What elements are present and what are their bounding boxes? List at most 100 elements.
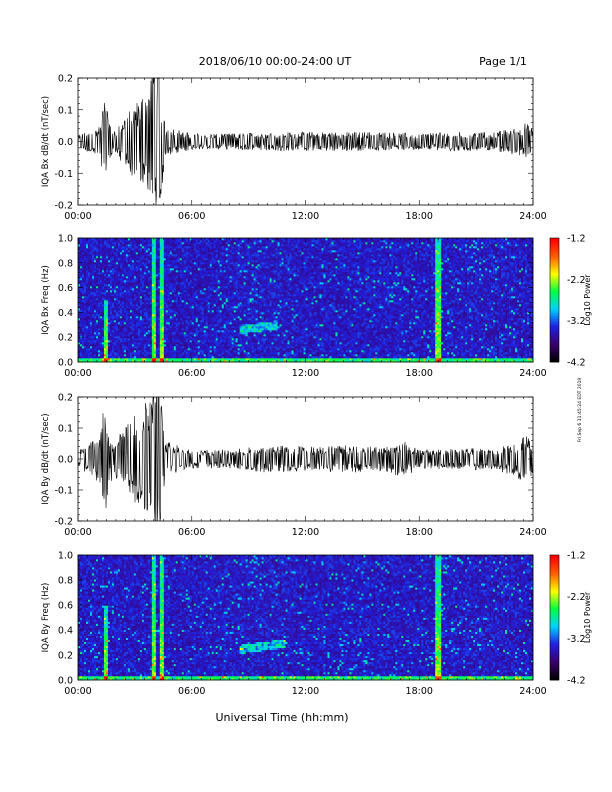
heatmap-cell — [307, 330, 310, 333]
heatmap-cell — [225, 330, 228, 333]
heatmap-cell — [187, 360, 191, 363]
heatmap-cell — [491, 326, 494, 329]
heatmap-cell — [339, 358, 342, 361]
heatmap-cell — [327, 320, 330, 323]
heatmap-cell — [147, 354, 151, 357]
heatmap-cell — [197, 352, 201, 355]
heatmap-cell — [461, 332, 464, 335]
heatmap-cell — [493, 326, 496, 329]
heatmap-cell — [171, 358, 175, 361]
heatmap-cell — [433, 340, 436, 343]
heatmap-cell — [349, 344, 352, 347]
heatmap-cell — [193, 336, 197, 339]
heatmap-cell — [209, 336, 213, 339]
heatmap-cell — [465, 344, 468, 347]
heatmap-cell — [283, 342, 286, 345]
heatmap-cell — [421, 324, 424, 327]
heatmap-cell — [351, 338, 354, 341]
heatmap-cell — [373, 358, 376, 361]
heatmap-cell — [163, 340, 167, 343]
heatmap-cell — [487, 342, 490, 345]
heatmap-cell — [197, 342, 201, 345]
heatmap-cell — [89, 334, 93, 337]
heatmap-cell — [125, 318, 129, 321]
heatmap-cell — [191, 344, 195, 347]
heatmap-cell — [357, 346, 360, 349]
heatmap-cell — [327, 334, 330, 337]
heatmap-cell — [361, 324, 364, 327]
heatmap-cell — [491, 336, 494, 339]
heatmap-cell — [389, 334, 392, 337]
heatmap-cell — [507, 322, 510, 325]
heatmap-cell — [80, 344, 83, 347]
heatmap-cell — [215, 340, 218, 343]
heatmap-cell — [235, 348, 238, 351]
heatmap-cell — [303, 354, 306, 357]
heatmap-cell — [475, 336, 478, 339]
heatmap-cell — [383, 324, 386, 327]
heatmap-cell — [295, 340, 298, 343]
heatmap-cell — [361, 332, 364, 335]
heatmap-cell — [363, 354, 366, 357]
heatmap-cell — [83, 334, 87, 337]
heatmap-cell — [125, 354, 129, 357]
heatmap-cell — [80, 332, 83, 335]
heatmap-cell — [485, 340, 488, 343]
heatmap-cell — [237, 340, 240, 343]
heatmap-cell — [431, 326, 434, 329]
heatmap-cell — [419, 326, 422, 329]
heatmap-cell — [193, 330, 197, 333]
heatmap-cell — [365, 360, 368, 363]
heatmap-cell — [453, 340, 456, 343]
heatmap-cell — [187, 332, 191, 335]
heatmap-cell — [271, 320, 274, 323]
heatmap-cell — [237, 356, 240, 359]
heatmap-cell — [519, 330, 522, 333]
heatmap-cell — [293, 358, 296, 361]
heatmap-cell — [195, 356, 199, 359]
heatmap-cell — [127, 324, 131, 327]
heatmap-cell — [503, 340, 506, 343]
heatmap-cell — [97, 350, 101, 353]
heatmap-cell — [439, 320, 442, 323]
heatmap-cell — [87, 346, 91, 349]
heatmap-cell — [501, 322, 504, 325]
heatmap-cell — [295, 344, 298, 347]
heatmap-cell — [419, 338, 422, 341]
heatmap-cell — [507, 344, 510, 347]
heatmap-cell — [245, 328, 248, 331]
heatmap-cell — [349, 340, 352, 343]
heatmap-cell — [193, 348, 197, 351]
heatmap-cell — [91, 360, 95, 363]
heatmap-cell — [469, 336, 472, 339]
heatmap-cell — [107, 326, 111, 329]
heatmap-cell — [119, 342, 123, 345]
heatmap-cell — [417, 350, 420, 353]
heatmap-cell — [205, 360, 209, 363]
heatmap-cell — [307, 352, 310, 355]
heatmap-cell — [251, 352, 254, 355]
heatmap-cell — [411, 356, 414, 359]
heatmap-cell — [433, 346, 436, 349]
heatmap-cell — [355, 322, 358, 325]
heatmap-cell — [223, 346, 226, 349]
heatmap-cell — [315, 322, 318, 325]
heatmap-cell — [279, 344, 282, 347]
heatmap-cell — [375, 350, 378, 353]
heatmap-cell — [269, 340, 272, 343]
heatmap-cell — [451, 348, 454, 351]
heatmap-cell — [311, 358, 314, 361]
heatmap-cell — [279, 352, 282, 355]
heatmap-cell — [429, 354, 432, 357]
heatmap-cell — [209, 358, 213, 361]
heatmap-cell — [141, 332, 145, 335]
heatmap-cell — [225, 358, 228, 361]
heatmap-cell — [81, 332, 85, 335]
heatmap-cell — [163, 348, 167, 351]
heatmap-cell — [353, 354, 356, 357]
heatmap-cell — [389, 356, 392, 359]
heatmap-cell — [193, 358, 197, 361]
heatmap-cell — [365, 344, 368, 347]
heatmap-cell — [437, 354, 440, 357]
